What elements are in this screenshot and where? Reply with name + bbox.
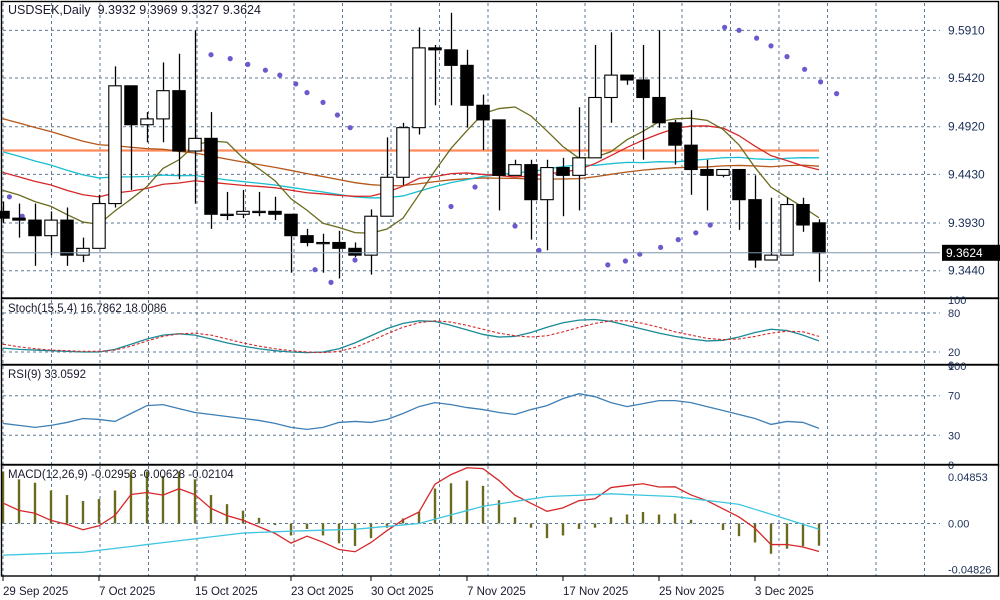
svg-text:0: 0 (948, 460, 954, 472)
svg-text:20: 20 (948, 347, 960, 359)
svg-text:7 Nov 2025: 7 Nov 2025 (467, 586, 526, 598)
svg-text:Stoch(15,5,4) 16.7862 18.0086: Stoch(15,5,4) 16.7862 18.0086 (8, 303, 167, 315)
svg-text:30: 30 (948, 430, 960, 442)
svg-text:15 Oct 2025: 15 Oct 2025 (195, 586, 258, 598)
svg-text:100: 100 (948, 295, 966, 307)
svg-text:80: 80 (948, 308, 960, 320)
svg-text:MACD(12,26,9) -0.02953 -0.0062: MACD(12,26,9) -0.02953 -0.00628 -0.02104 (8, 469, 234, 481)
svg-text:9.3440: 9.3440 (948, 264, 985, 278)
svg-text:0.00: 0.00 (948, 518, 969, 530)
svg-text:USDSEK,Daily 9.3932 9.3969 9.: USDSEK,Daily 9.3932 9.3969 9.3327 9.3624 (8, 3, 261, 17)
svg-text:9.5910: 9.5910 (948, 23, 985, 37)
svg-text:3 Dec 2025: 3 Dec 2025 (755, 586, 814, 598)
svg-text:9.5420: 9.5420 (948, 71, 985, 85)
svg-text:RSI(9) 33.0592: RSI(9) 33.0592 (8, 369, 86, 381)
svg-text:7 Oct 2025: 7 Oct 2025 (99, 586, 155, 598)
svg-text:9.3930: 9.3930 (948, 216, 985, 230)
svg-text:0.04853: 0.04853 (948, 472, 988, 484)
svg-text:9.4430: 9.4430 (948, 167, 985, 181)
svg-text:29 Sep 2025: 29 Sep 2025 (3, 586, 68, 598)
svg-text:23 Oct 2025: 23 Oct 2025 (291, 586, 354, 598)
svg-text:17 Nov 2025: 17 Nov 2025 (563, 586, 628, 598)
svg-text:9.4920: 9.4920 (948, 120, 985, 134)
svg-text:100: 100 (948, 361, 966, 373)
svg-text:30 Oct 2025: 30 Oct 2025 (371, 586, 434, 598)
svg-text:-0.04826: -0.04826 (948, 565, 991, 577)
svg-text:25 Nov 2025: 25 Nov 2025 (659, 586, 724, 598)
svg-text:9.3624: 9.3624 (946, 246, 983, 260)
svg-text:70: 70 (948, 391, 960, 403)
